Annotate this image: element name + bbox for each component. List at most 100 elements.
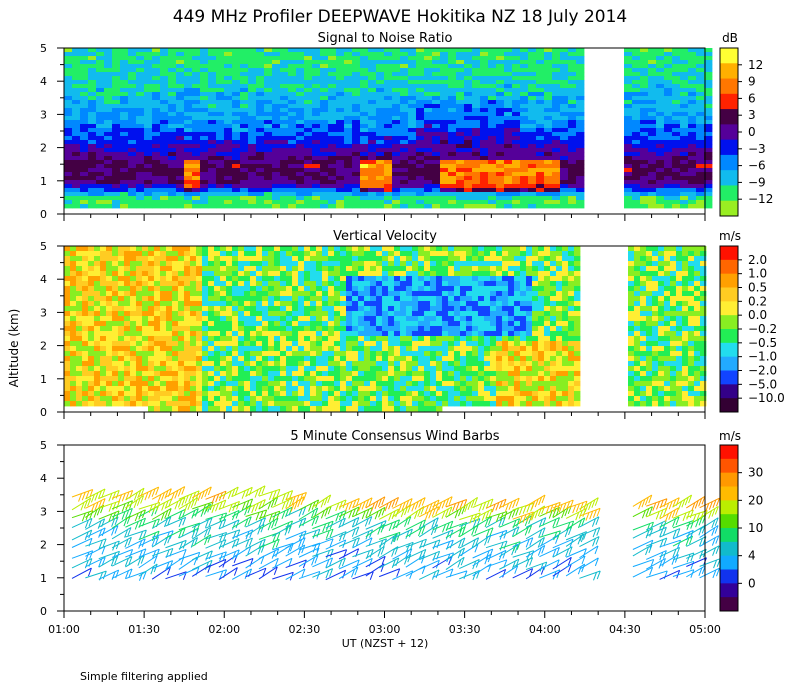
snr-cell <box>416 184 425 189</box>
snr-cell <box>624 108 633 113</box>
vv-cell <box>256 326 263 332</box>
snr-cell <box>368 204 377 209</box>
snr-cell <box>160 104 169 109</box>
snr-cell <box>528 192 537 197</box>
snr-cell <box>72 124 81 129</box>
vv-cell <box>262 246 269 252</box>
snr-cell <box>472 80 481 85</box>
snr-cell <box>552 124 561 129</box>
snr-cell <box>392 128 401 133</box>
snr-cell <box>200 112 209 117</box>
snr-cell <box>408 48 417 53</box>
snr-cell <box>160 84 169 89</box>
snr-cell <box>216 188 225 193</box>
vv-cell <box>172 391 179 397</box>
vv-cell <box>280 336 287 342</box>
snr-cell <box>328 104 337 109</box>
snr-cell <box>224 192 233 197</box>
vv-cell <box>148 391 155 397</box>
vv-cell <box>244 346 251 352</box>
snr-cell <box>384 176 393 181</box>
snr-cell <box>472 200 481 205</box>
vv-cell <box>142 291 149 297</box>
snr-cell <box>544 204 553 209</box>
snr-cell <box>128 184 137 189</box>
snr-cell <box>688 52 697 57</box>
snr-cell <box>328 128 337 133</box>
snr-cell <box>248 152 257 157</box>
snr-cell <box>464 148 473 153</box>
snr-cell <box>208 60 217 65</box>
vv-cell <box>88 391 95 397</box>
vv-cell <box>250 271 257 277</box>
vv-cell <box>166 251 173 257</box>
vv-cell <box>124 401 131 407</box>
snr-cell <box>328 156 337 161</box>
snr-cell <box>560 48 569 53</box>
snr-cell <box>256 148 265 153</box>
snr-cell <box>280 180 289 185</box>
vv-cell <box>82 341 89 347</box>
vv-cell <box>208 301 215 307</box>
vv-cell <box>280 396 287 402</box>
snr-cell <box>680 192 689 197</box>
snr-cell <box>152 200 161 205</box>
vv-cell <box>76 286 83 292</box>
vv-cell <box>274 246 281 252</box>
vv-cell <box>88 281 95 287</box>
snr-cell <box>496 100 505 105</box>
snr-cell <box>192 180 201 185</box>
vv-cell <box>76 291 83 297</box>
vv-cell <box>334 281 341 287</box>
snr-cell <box>408 168 417 173</box>
snr-cell <box>384 172 393 177</box>
snr-cell <box>88 60 97 65</box>
snr-cell <box>536 128 545 133</box>
snr-cell <box>80 152 89 157</box>
vv-cell <box>304 306 311 312</box>
snr-cell <box>480 164 489 169</box>
snr-cell <box>624 80 633 85</box>
vv-cell <box>304 401 311 407</box>
snr-cell <box>472 144 481 149</box>
vv-cell <box>208 291 215 297</box>
vv-cell <box>118 251 125 257</box>
snr-cell <box>192 184 201 189</box>
snr-cell <box>80 52 89 57</box>
snr-cell <box>664 140 673 145</box>
snr-cell <box>208 196 217 201</box>
snr-cell <box>488 116 497 121</box>
snr-cell <box>336 100 345 105</box>
snr-cell <box>208 68 217 73</box>
snr-cell <box>128 104 137 109</box>
vv-cell <box>88 356 95 362</box>
snr-cell <box>688 96 697 101</box>
snr-cell <box>64 196 73 201</box>
vv-cell <box>334 366 341 372</box>
snr-cell <box>64 144 73 149</box>
snr-cell <box>528 200 537 205</box>
snr-cell <box>704 176 713 181</box>
snr-cell <box>448 200 457 205</box>
snr-cell <box>496 132 505 137</box>
snr-cell <box>432 128 441 133</box>
vv-cell <box>94 281 101 287</box>
snr-cell <box>648 100 657 105</box>
vv-cell <box>244 341 251 347</box>
vv-cell <box>124 361 131 367</box>
vv-cell <box>388 396 395 402</box>
snr-cell <box>512 76 521 81</box>
vv-cell <box>232 316 239 322</box>
snr-cell <box>384 64 393 69</box>
snr-cell <box>248 124 257 129</box>
snr-cell <box>520 48 529 53</box>
snr-cell <box>456 88 465 93</box>
snr-cell <box>576 52 585 57</box>
vv-cell <box>172 346 179 352</box>
snr-cell <box>536 104 545 109</box>
snr-cell <box>336 68 345 73</box>
snr-cell <box>192 128 201 133</box>
snr-cell <box>520 116 529 121</box>
snr-cell <box>544 68 553 73</box>
